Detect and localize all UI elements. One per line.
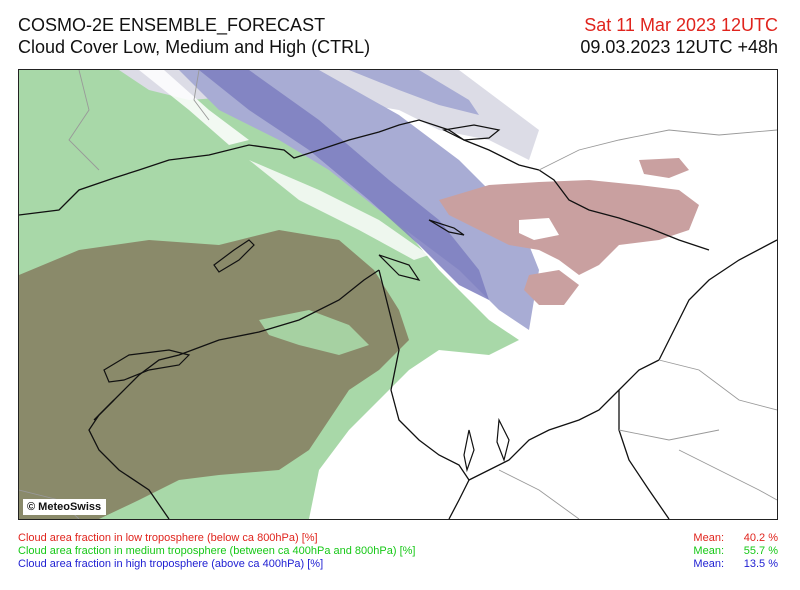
high-cloud-band [179,70,539,330]
mean-medium-label: Mean: [693,545,724,557]
medium-fringe [259,310,369,355]
time-header: Sat 11 Mar 2023 12UTC 09.03.2023 12UTC +… [580,14,778,58]
low-cloud-patch-2 [639,158,689,178]
product-title: Cloud Cover Low, Medium and High (CTRL) [18,37,371,57]
legend: Cloud area fraction in low troposphere (… [18,532,415,571]
mean-low-value: 40.2 % [743,532,778,544]
mean-medium: Mean: 55.7 % [693,545,778,558]
low-cloud-gap [519,218,559,240]
lake-neuchatel [213,239,255,273]
legend-high-label: Cloud area fraction in high troposphere … [18,558,324,570]
lakes [103,124,510,473]
clear-streak [139,70,249,145]
lake-maggiore [463,429,475,473]
high-streak-ne [349,70,479,115]
clear-streak-2 [249,160,429,260]
mean-high-value: 13.5 % [743,558,778,570]
medium-dense-area [19,230,409,519]
low-cloud-patch [524,270,579,305]
chart-header: COSMO-2E ENSEMBLE_FORECAST Cloud Cover L… [18,14,370,58]
low-cloud-area [439,180,699,275]
lake-lucerne [378,254,421,281]
lake-geneva [103,349,191,383]
init-time: 09.03.2023 12UTC +48h [580,37,778,57]
cloud-cover-map: © MeteoSwiss [18,69,778,520]
lake-zurich [428,219,465,236]
mean-low: Mean: 40.2 % [693,532,778,545]
lake-como [496,417,510,462]
legend-low-label: Cloud area fraction in low troposphere (… [18,532,318,544]
region-boundaries [19,70,777,519]
copyright-label: © MeteoSwiss [23,499,107,515]
mean-high-label: Mean: [693,558,724,570]
valid-time: Sat 11 Mar 2023 12UTC [584,15,778,35]
model-title: COSMO-2E ENSEMBLE_FORECAST [18,15,326,35]
legend-medium-label: Cloud area fraction in medium tropospher… [18,545,416,557]
mean-medium-value: 55.7 % [743,545,778,557]
high-dense-band [199,70,489,300]
country-borders [19,119,777,519]
mean-low-label: Mean: [693,532,724,544]
mean-values: Mean: 40.2 % Mean: 55.7 % Mean: 13.5 % [693,532,778,571]
mean-high: Mean: 13.5 % [693,558,778,571]
lake-constance [442,124,501,141]
map-canvas [19,70,777,519]
